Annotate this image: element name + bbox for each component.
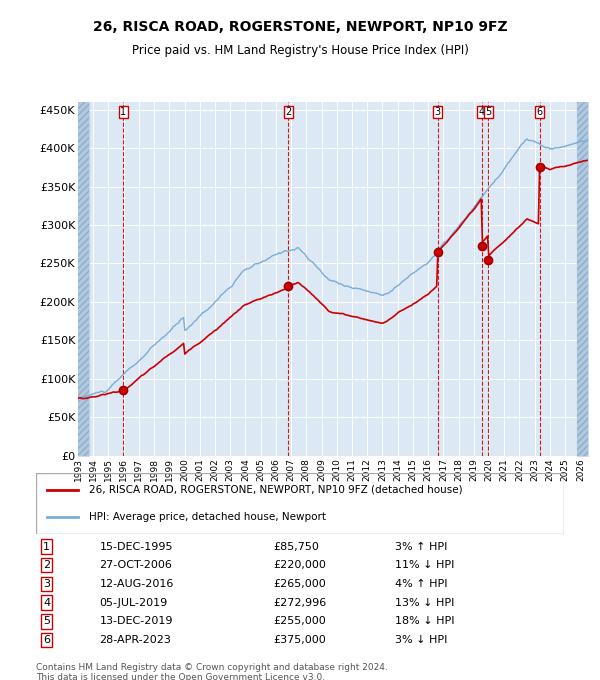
- Text: 28-APR-2023: 28-APR-2023: [100, 635, 171, 645]
- Text: Price paid vs. HM Land Registry's House Price Index (HPI): Price paid vs. HM Land Registry's House …: [131, 44, 469, 57]
- Text: 6: 6: [536, 107, 542, 117]
- Text: 13-DEC-2019: 13-DEC-2019: [100, 616, 173, 626]
- Text: 12-AUG-2016: 12-AUG-2016: [100, 579, 174, 589]
- Text: £85,750: £85,750: [274, 541, 319, 551]
- Text: 4% ↑ HPI: 4% ↑ HPI: [395, 579, 448, 589]
- Text: 6: 6: [43, 635, 50, 645]
- Text: £265,000: £265,000: [274, 579, 326, 589]
- Text: 05-JUL-2019: 05-JUL-2019: [100, 598, 167, 608]
- Text: 3% ↑ HPI: 3% ↑ HPI: [395, 541, 448, 551]
- Text: £375,000: £375,000: [274, 635, 326, 645]
- Text: 15-DEC-1995: 15-DEC-1995: [100, 541, 173, 551]
- Text: £255,000: £255,000: [274, 616, 326, 626]
- Text: 2: 2: [285, 107, 292, 117]
- Text: 5: 5: [485, 107, 491, 117]
- Text: 4: 4: [43, 598, 50, 608]
- Text: £272,996: £272,996: [274, 598, 327, 608]
- Text: 26, RISCA ROAD, ROGERSTONE, NEWPORT, NP10 9FZ: 26, RISCA ROAD, ROGERSTONE, NEWPORT, NP1…: [92, 20, 508, 35]
- Text: 4: 4: [479, 107, 485, 117]
- Text: 2: 2: [43, 560, 50, 571]
- Text: 18% ↓ HPI: 18% ↓ HPI: [395, 616, 455, 626]
- Text: 1: 1: [120, 107, 126, 117]
- Text: £220,000: £220,000: [274, 560, 326, 571]
- Text: HPI: Average price, detached house, Newport: HPI: Average price, detached house, Newp…: [89, 511, 326, 522]
- Text: Contains HM Land Registry data © Crown copyright and database right 2024.: Contains HM Land Registry data © Crown c…: [36, 663, 388, 672]
- Text: 3: 3: [43, 579, 50, 589]
- Text: 11% ↓ HPI: 11% ↓ HPI: [395, 560, 454, 571]
- Text: 1: 1: [43, 541, 50, 551]
- Bar: [78, 102, 89, 456]
- Text: This data is licensed under the Open Government Licence v3.0.: This data is licensed under the Open Gov…: [36, 673, 325, 680]
- Text: 27-OCT-2006: 27-OCT-2006: [100, 560, 172, 571]
- Text: 3: 3: [434, 107, 440, 117]
- Text: 3% ↓ HPI: 3% ↓ HPI: [395, 635, 448, 645]
- Text: 26, RISCA ROAD, ROGERSTONE, NEWPORT, NP10 9FZ (detached house): 26, RISCA ROAD, ROGERSTONE, NEWPORT, NP1…: [89, 485, 463, 495]
- Text: 5: 5: [43, 616, 50, 626]
- Bar: [577, 102, 588, 456]
- Text: 13% ↓ HPI: 13% ↓ HPI: [395, 598, 454, 608]
